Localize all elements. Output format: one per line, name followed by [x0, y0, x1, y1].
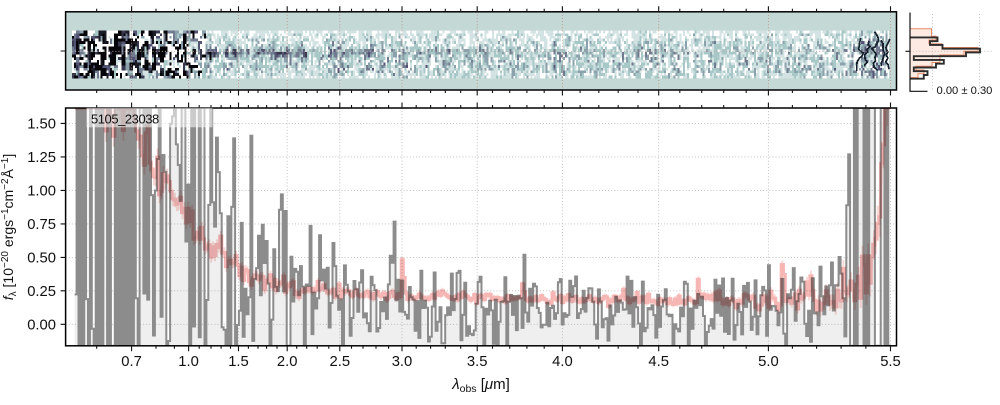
svg-text:0.00: 0.00	[27, 317, 56, 333]
svg-text:0.00 ± 0.30: 0.00 ± 0.30	[937, 85, 993, 97]
svg-text:1.5: 1.5	[228, 354, 249, 370]
svg-text:λobs [μm]: λobs [μm]	[451, 376, 510, 395]
svg-text:fλ [10−20 ergs−1cm−2Å−1]: fλ [10−20 ergs−1cm−2Å−1]	[0, 154, 19, 300]
svg-text:4.0: 4.0	[552, 354, 573, 370]
svg-text:5.5: 5.5	[880, 354, 901, 370]
svg-text:1.50: 1.50	[27, 117, 56, 133]
svg-text:1.25: 1.25	[27, 150, 56, 166]
svg-text:1.00: 1.00	[27, 184, 56, 200]
svg-text:0.25: 0.25	[27, 284, 56, 300]
svg-text:0.7: 0.7	[121, 354, 142, 370]
svg-text:2.0: 2.0	[277, 354, 298, 370]
svg-text:0.50: 0.50	[27, 251, 56, 267]
svg-text:4.5: 4.5	[648, 354, 669, 370]
svg-text:5.0: 5.0	[758, 354, 779, 370]
svg-text:5105_23038: 5105_23038	[91, 112, 159, 127]
svg-text:2.5: 2.5	[330, 354, 351, 370]
svg-text:1.0: 1.0	[178, 354, 199, 370]
svg-text:3.5: 3.5	[467, 354, 488, 370]
svg-text:3.0: 3.0	[392, 354, 413, 370]
svg-text:0.75: 0.75	[27, 217, 56, 233]
